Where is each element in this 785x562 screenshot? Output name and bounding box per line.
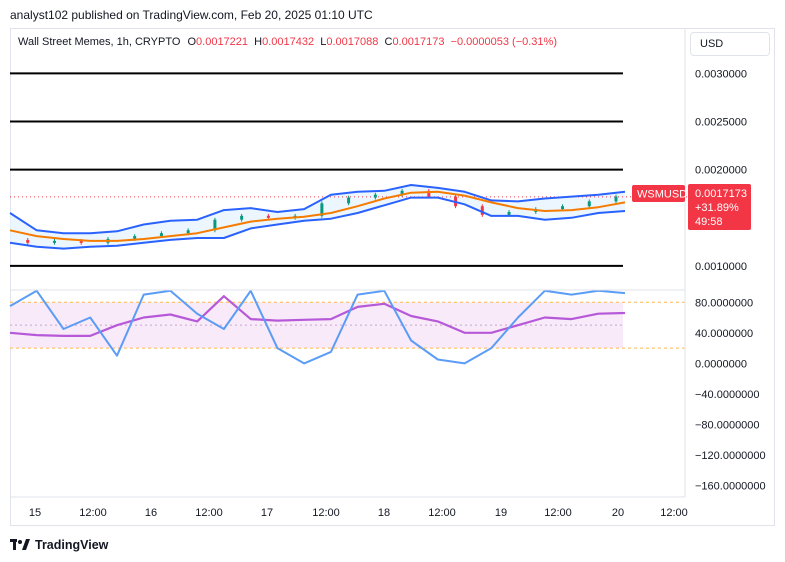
candle-body [186,230,190,234]
price-badge-pct: +31.89% [695,202,739,214]
time-axis-label: 12:00 [195,507,223,519]
oscillator-axis-label: −40.0000000 [695,389,760,401]
price-badge-countdown: 49:58 [695,216,723,228]
low-label: L [320,36,327,48]
oscillator-axis-label: 40.0000000 [695,328,753,340]
low-value: 0.0017088 [326,36,379,48]
time-axis-label: 16 [145,507,157,519]
footer-brand-text: TradingView [35,538,109,552]
open-value: 0.0017221 [196,36,249,48]
oscillator-axis-label: −80.0000000 [695,419,760,431]
close-label: C [384,36,393,48]
time-axis-label: 12:00 [660,507,688,519]
high-value: 0.0017432 [262,36,315,48]
price-badge-box [688,184,751,230]
price-axis-label: 0.0025000 [695,116,747,128]
price-badge-price: 0.0017173 [695,188,747,200]
oscillator-axis-label: −120.0000000 [695,450,766,462]
oscillator-axis-label: 80.0000000 [695,297,753,309]
oscillator-axis-label: −160.0000000 [695,481,766,493]
time-axis-label: 20 [612,507,624,519]
price-axis-label: 0.0010000 [695,261,747,273]
candle-body [26,239,30,243]
close-value: 0.0017173 [392,36,445,48]
price-axis-label: 0.0030000 [695,68,747,80]
oscillator-panel [9,289,688,365]
candle-body [347,197,351,204]
bollinger-fill [10,185,625,249]
price-axis-label: 0.0020000 [695,165,747,177]
price-panel [9,72,688,267]
time-axis-label: 18 [378,507,390,519]
time-axis-label: 12:00 [79,507,107,519]
stoch-d-line [9,295,626,337]
time-axis-label: 17 [261,507,273,519]
candle-body [614,196,618,202]
oscillator-axis-label: 0.0000000 [695,358,747,370]
candle-body [159,233,163,237]
stoch-k-line [9,289,626,365]
currency-button[interactable]: USD [690,32,770,56]
candle-body [561,206,565,210]
price-badge: WSMUSD 0.0017173 +31.89% 49:58 [632,184,751,230]
bollinger-lower-line [9,196,626,250]
axis-labels: 0.0030000 0.0025000 0.0020000 0.0010000 80.0… [10,28,766,519]
candle-body [587,201,591,207]
candle-body [507,212,511,215]
time-axis-label: 19 [495,507,507,519]
high-label: H [254,36,263,48]
candle-body [79,240,83,243]
time-axis-label: 12:00 [312,507,340,519]
ticker-badge-box [632,185,685,202]
ohlc-legend: Wall Street Memes, 1h, CRYPTO O0.0017221… [18,36,557,48]
candle-body [480,206,484,215]
candle-body [133,236,137,239]
symbol-label[interactable]: Wall Street Memes, 1h, CRYPTO [18,36,181,48]
candle-body [52,240,56,243]
ticker-badge-text: WSMUSD [637,189,687,201]
candle-body [240,215,244,220]
candle-body [373,194,377,198]
candle-body [213,219,217,231]
time-axis-label: 12:00 [544,507,572,519]
candle-body [266,215,270,218]
candle-body [427,190,431,197]
candle-body [400,190,404,195]
publish-line: analyst102 published on TradingView.com,… [10,8,373,22]
bollinger-upper-line [9,184,626,235]
moving-average-line [9,190,626,242]
time-axis-label: 12:00 [428,507,456,519]
chart-frame [10,28,775,526]
time-axis-label: 15 [29,507,41,519]
change-value: −0.0000053 (−0.31%) [450,36,557,48]
footer-brand[interactable]: TradingView [10,538,108,552]
open-label: O [187,36,197,48]
candle-body [320,203,324,216]
tradingview-logo-icon [10,539,30,550]
